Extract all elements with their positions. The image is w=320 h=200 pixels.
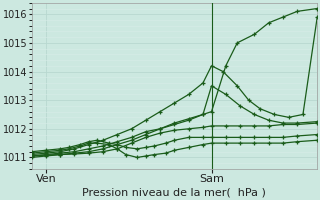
X-axis label: Pression niveau de la mer(  hPa ): Pression niveau de la mer( hPa ) xyxy=(83,187,266,197)
